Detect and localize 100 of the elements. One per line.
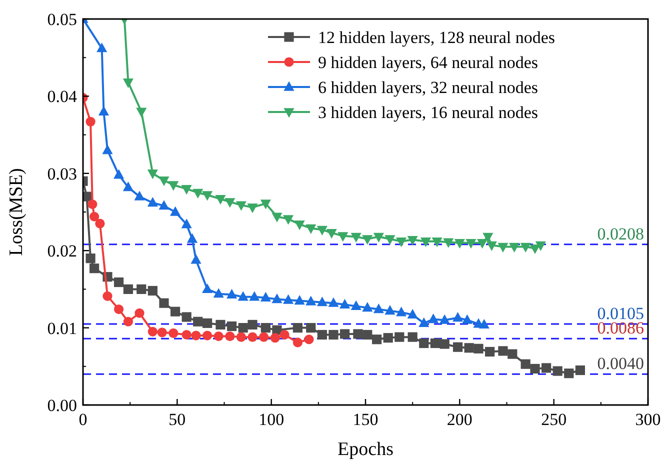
point: [95, 218, 105, 228]
point: [535, 241, 546, 251]
point: [294, 295, 305, 305]
point: [407, 236, 418, 246]
point: [420, 237, 432, 248]
point: [168, 328, 178, 338]
point: [328, 330, 338, 340]
point: [181, 218, 192, 228]
point: [216, 320, 226, 330]
point: [182, 330, 192, 340]
point: [193, 316, 203, 326]
point: [440, 339, 450, 349]
point: [159, 298, 169, 308]
point: [202, 318, 212, 328]
point: [338, 232, 348, 242]
point: [350, 232, 362, 242]
point: [454, 239, 465, 249]
point: [272, 293, 282, 304]
point: [168, 181, 179, 191]
point: [148, 286, 158, 296]
point: [86, 254, 96, 264]
point: [190, 254, 202, 264]
point: [86, 116, 96, 126]
point: [238, 291, 248, 301]
point: [283, 215, 294, 225]
point: [353, 329, 363, 339]
point: [202, 330, 212, 340]
point: [372, 334, 382, 344]
ref-line-label: 0.0040: [597, 354, 644, 374]
point: [292, 338, 302, 348]
point: [452, 342, 463, 352]
point: [373, 232, 384, 242]
point: [215, 195, 226, 205]
point: [482, 232, 494, 242]
x-tick-label: 150: [352, 410, 378, 429]
point: [575, 365, 585, 376]
point: [317, 330, 327, 340]
point: [90, 212, 100, 222]
point: [181, 185, 192, 195]
point: [530, 364, 540, 374]
y-axis-title: Loss(MSE): [6, 168, 27, 256]
point: [316, 296, 328, 306]
point: [248, 320, 258, 330]
point: [486, 241, 497, 251]
point: [224, 198, 236, 208]
point: [508, 349, 518, 359]
x-tick-label: 0: [78, 410, 88, 429]
point: [260, 323, 270, 333]
point: [306, 323, 316, 333]
point: [384, 235, 396, 245]
point: [306, 296, 316, 306]
point: [283, 294, 294, 304]
ref-line-label: 0.0208: [597, 224, 644, 244]
point: [340, 329, 350, 339]
point: [362, 330, 372, 340]
point: [432, 237, 442, 248]
legend-label: 9 hidden layers, 64 neural nodes: [318, 53, 538, 72]
point: [147, 170, 158, 180]
point: [498, 346, 508, 356]
point: [418, 317, 430, 328]
point: [249, 291, 260, 301]
point: [136, 284, 146, 294]
y-tick-label: 0.00: [47, 396, 77, 415]
point: [530, 244, 540, 254]
point: [236, 201, 246, 211]
point: [213, 288, 224, 298]
point: [122, 182, 134, 192]
x-tick-label: 250: [541, 410, 567, 429]
x-tick-label: 50: [168, 410, 186, 429]
x-tick-label: 300: [635, 410, 661, 429]
point: [407, 308, 418, 319]
point: [328, 297, 339, 307]
x-axis-title: Epochs: [338, 439, 394, 460]
x-tick-label: 200: [446, 410, 472, 429]
point: [294, 220, 305, 230]
legend-label: 3 hidden layers, 16 neural nodes: [318, 103, 538, 122]
point: [304, 334, 314, 344]
point: [280, 330, 290, 340]
point: [520, 359, 530, 369]
point: [466, 239, 476, 249]
point: [498, 242, 508, 252]
point: [238, 323, 248, 333]
point: [202, 191, 213, 201]
point: [485, 346, 495, 357]
point: [474, 344, 484, 354]
y-tick-label: 0.05: [47, 10, 77, 29]
point: [362, 235, 373, 245]
point: [170, 306, 180, 316]
point: [148, 326, 158, 336]
point: [509, 242, 520, 252]
point: [362, 302, 373, 312]
point: [202, 283, 213, 294]
point: [419, 338, 429, 348]
point: [170, 206, 181, 216]
point: [542, 363, 552, 373]
point: [552, 366, 562, 376]
point: [340, 298, 350, 308]
legend-label: 12 hidden layers, 128 neural nodes: [318, 28, 555, 47]
point: [102, 291, 112, 301]
x-tick-label: 100: [258, 410, 284, 429]
